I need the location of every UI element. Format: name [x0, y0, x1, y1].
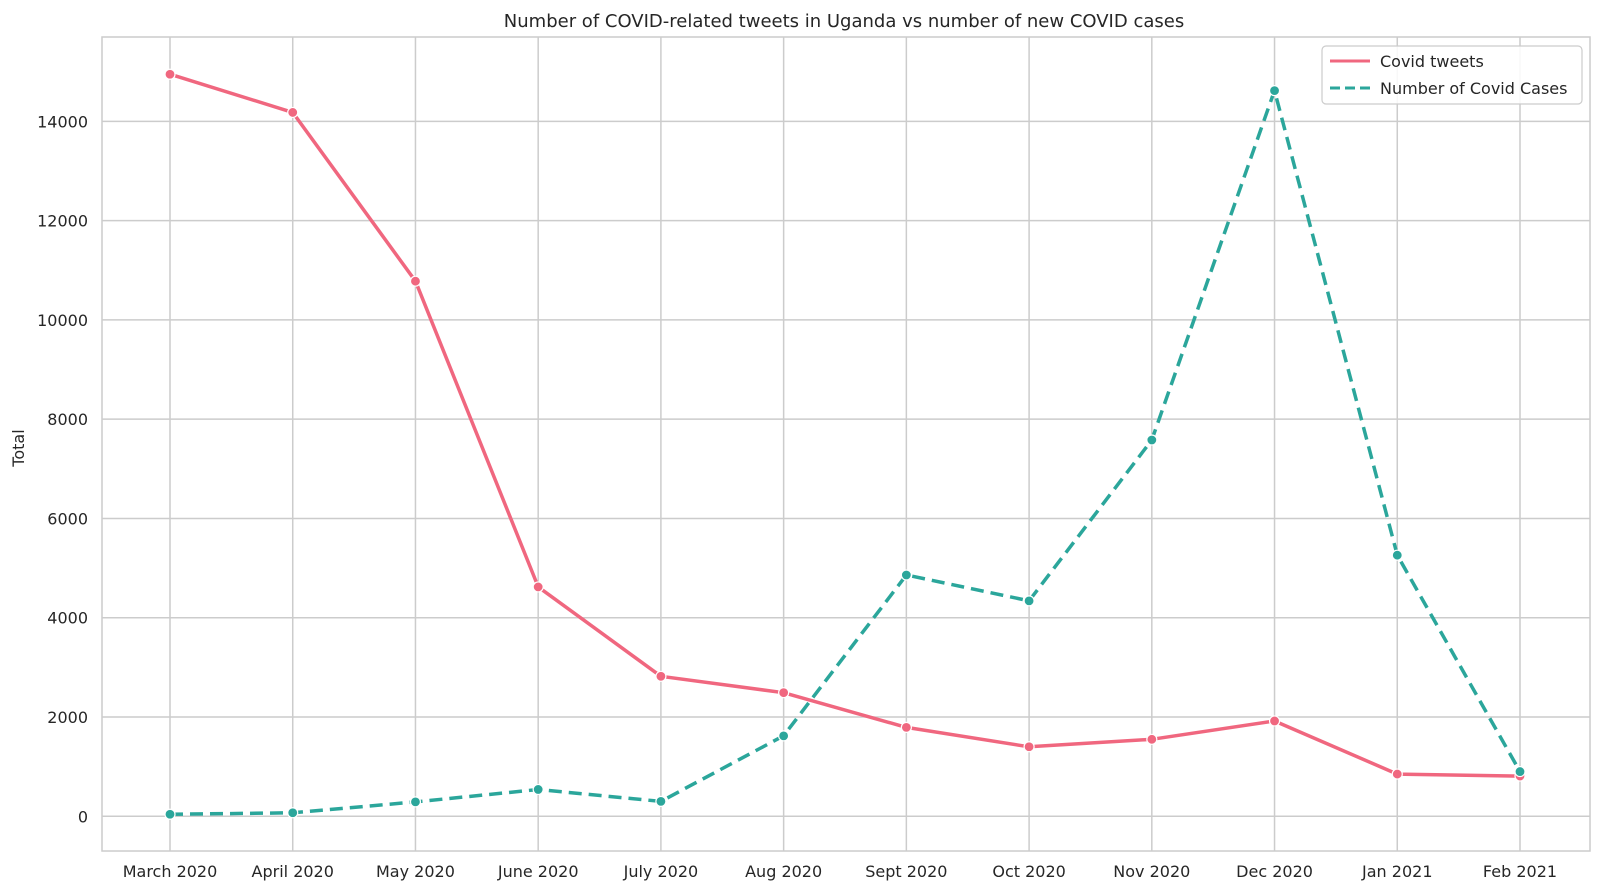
y-tick-label: 4000 [47, 609, 88, 628]
data-point [164, 808, 176, 820]
data-point [1391, 768, 1403, 780]
data-point [1268, 85, 1281, 97]
y-tick-label: 0 [78, 807, 88, 826]
data-point [1023, 741, 1035, 753]
series-line [168, 72, 1522, 778]
x-tick-label: Nov 2020 [1113, 862, 1190, 881]
x-tick-label: Aug 2020 [745, 862, 822, 881]
series-line [169, 88, 1522, 817]
data-point [900, 569, 912, 581]
data-point [287, 106, 299, 119]
data-point [1391, 549, 1403, 561]
x-tick-label: June 2020 [497, 862, 579, 881]
series-covid-cases [164, 85, 1526, 820]
legend-label: Number of Covid Cases [1380, 79, 1567, 98]
legend: Covid tweets Number of Covid Cases [1321, 45, 1583, 105]
data-point [409, 796, 422, 808]
x-tick-label: Jan 2021 [1361, 862, 1432, 881]
data-point [1023, 595, 1035, 607]
y-tick-label: 8000 [47, 410, 88, 429]
data-point [164, 68, 176, 80]
series-layer [164, 68, 1526, 820]
y-tick-label: 2000 [47, 708, 88, 727]
y-tick-label: 10000 [37, 311, 88, 330]
plot-frame [101, 36, 1591, 852]
x-tick-label: March 2020 [123, 862, 218, 881]
x-tick-label: May 2020 [376, 862, 455, 881]
data-point [1146, 434, 1158, 446]
data-point [655, 795, 667, 807]
data-point [532, 581, 544, 593]
data-point [1146, 733, 1158, 745]
x-tick-label: July 2020 [623, 862, 699, 881]
x-tick-label: Oct 2020 [992, 862, 1065, 881]
data-point [655, 670, 667, 682]
data-point [532, 783, 544, 796]
legend-frame [1321, 45, 1583, 105]
y-tick-label: 6000 [47, 509, 88, 528]
data-point [287, 807, 299, 819]
y-axis-label: Total [9, 429, 28, 467]
y-tick-label: 14000 [37, 112, 88, 131]
x-tick-label: Dec 2020 [1236, 862, 1313, 881]
data-point [900, 721, 912, 734]
x-tick-label: Sept 2020 [865, 862, 947, 881]
chart-title: Number of COVID-related tweets in Uganda… [504, 11, 1184, 32]
data-point [409, 275, 422, 287]
y-tick-label: 12000 [37, 212, 88, 231]
data-point [1268, 715, 1281, 727]
legend-label: Covid tweets [1380, 52, 1484, 71]
data-point [1514, 765, 1526, 778]
data-point [778, 730, 790, 742]
data-point [778, 687, 790, 699]
x-tick-label: April 2020 [252, 862, 334, 881]
x-tick-label: Feb 2021 [1483, 862, 1557, 881]
grid [102, 37, 1590, 851]
x-ticks: March 2020 April 2020 May 2020 June 2020 Jul… [123, 862, 1557, 881]
y-ticks: 0 2000 4000 6000 8000 10000 12000 14000 [37, 112, 88, 826]
